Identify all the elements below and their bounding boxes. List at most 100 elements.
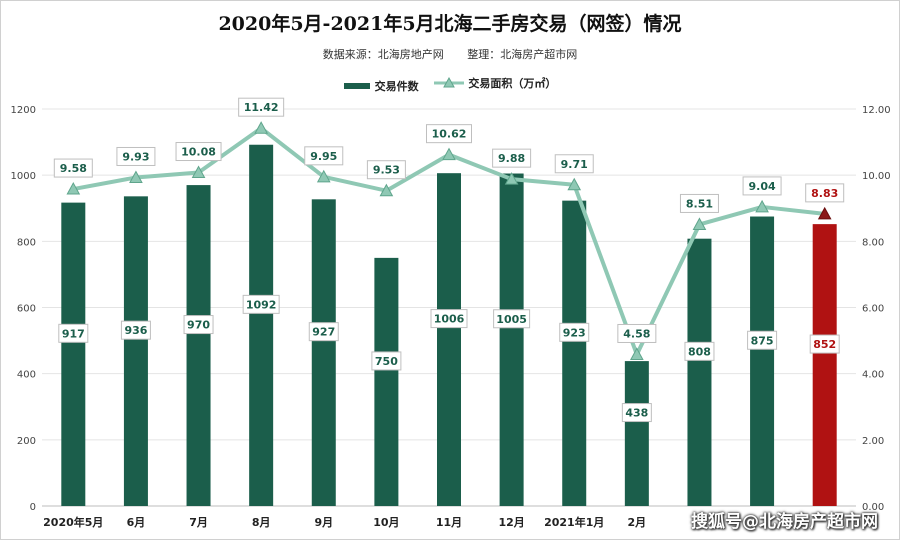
chart-subtitle: 数据来源：北海房地产网 整理：北海房产超市网 <box>0 46 900 62</box>
bar <box>186 185 211 506</box>
line-point <box>316 169 331 183</box>
bar-label-box <box>242 294 280 314</box>
line-label-box <box>679 193 719 213</box>
x-tick-label: 2021年1月 <box>544 515 604 529</box>
y-left-tick-label: 0 <box>30 502 36 513</box>
line-point <box>66 182 81 195</box>
bar-label-box <box>183 315 214 335</box>
bar-data-label: 917 <box>62 327 85 340</box>
bar-data-label: 936 <box>124 324 147 337</box>
bar-data-label: 750 <box>375 355 398 368</box>
watermark-text: 搜狐号@北海房产超市网 <box>691 512 878 532</box>
bar <box>123 196 148 506</box>
y-left-tick-label: 800 <box>17 237 36 248</box>
line-label-box <box>617 323 657 343</box>
source-note: 数据来源：北海房地产网 <box>322 48 444 61</box>
line-data-label: 9.88 <box>498 152 525 165</box>
legend-label-line: 交易面积（万㎡） <box>468 77 557 90</box>
line-data-label: 9.71 <box>561 158 588 171</box>
bar <box>812 224 837 506</box>
bar <box>311 199 336 506</box>
y-right-tick-label: 4.00 <box>862 370 884 381</box>
bar-data-label: 808 <box>688 345 711 358</box>
bar-label-box <box>430 309 468 329</box>
legend-item-line: 交易面积（万㎡） <box>434 75 556 91</box>
line-label-box <box>53 158 93 178</box>
line-label-box <box>742 176 782 196</box>
line-data-label: 8.83 <box>811 187 838 200</box>
line-label-box <box>304 146 344 166</box>
bar-label-box <box>120 320 151 340</box>
y-left-tick-label: 1200 <box>11 105 36 116</box>
line-point <box>379 183 394 197</box>
y-right-tick-label: 12.00 <box>862 105 891 116</box>
line-data-label: 9.58 <box>60 162 87 175</box>
line-point <box>755 199 769 213</box>
y-left-tick-label: 200 <box>17 436 36 447</box>
bar-label-box <box>747 330 778 350</box>
line-label-box <box>554 154 594 174</box>
legend-item-bars: 交易件数 <box>343 78 419 94</box>
x-tick-label: 8月 <box>252 516 271 529</box>
x-tick-label: 11月 <box>436 516 462 529</box>
bar-label-box <box>371 351 402 371</box>
bar-data-label: 852 <box>813 338 836 351</box>
chart-title: 2020年5月-2021年5月北海二手房交易（网签）情况 <box>218 13 682 35</box>
bar-label-box <box>621 403 652 423</box>
bar-data-label: 970 <box>187 319 210 332</box>
line-data-label: 9.93 <box>122 150 149 163</box>
x-tick-label: 2020年5月 <box>43 515 103 529</box>
bar-data-label: 438 <box>625 407 648 420</box>
line-label-box <box>492 148 532 168</box>
line-data-label: 9.95 <box>310 150 337 163</box>
bar <box>249 144 274 507</box>
line-point <box>692 217 707 230</box>
line-data-label: 9.04 <box>749 180 776 193</box>
line-data-label: 10.08 <box>181 146 216 159</box>
line-data-label: 8.51 <box>686 197 713 210</box>
bar-label-box <box>684 341 715 361</box>
bar-label-box <box>308 322 339 342</box>
line-data-label: 4.58 <box>623 327 650 340</box>
bar-label-box <box>58 323 89 343</box>
line-data-label: 9.53 <box>373 164 400 177</box>
line-label-box <box>116 146 156 166</box>
bar <box>562 200 587 506</box>
y-right-tick-label: 0.00 <box>862 502 884 513</box>
line-point <box>504 172 519 185</box>
line-label-box <box>175 142 222 162</box>
bar-label-box <box>559 322 590 342</box>
line-data-label: 11.42 <box>244 101 279 114</box>
line-point <box>442 147 456 161</box>
line-data-label: 10.62 <box>432 128 467 141</box>
bar <box>624 361 649 506</box>
line-point <box>817 206 832 220</box>
bar-label-box <box>493 309 531 329</box>
x-tick-label: 2月 <box>628 516 647 529</box>
line-point <box>191 165 206 179</box>
x-tick-label: 12月 <box>498 516 524 529</box>
legend-label-bars: 交易件数 <box>374 80 419 93</box>
bar <box>61 202 86 506</box>
line-point <box>630 347 644 360</box>
y-left-tick-label: 1000 <box>11 171 36 182</box>
line-point <box>129 170 143 183</box>
bar <box>687 238 712 507</box>
x-tick-label: 10月 <box>373 516 399 529</box>
bar-data-label: 927 <box>312 326 335 339</box>
y-left-tick-label: 400 <box>17 370 36 381</box>
compiler-note: 整理：北海房产超市网 <box>467 48 578 61</box>
bar-data-label: 923 <box>563 326 586 339</box>
bar-data-label: 1006 <box>434 313 465 326</box>
bar <box>499 173 524 506</box>
line-label-box <box>366 160 406 180</box>
line-point <box>254 121 268 134</box>
y-right-tick-label: 8.00 <box>862 237 884 248</box>
y-left-tick-label: 600 <box>17 304 36 315</box>
bar <box>374 257 399 506</box>
y-right-tick-label: 2.00 <box>862 436 884 447</box>
legend-line-swatch <box>434 77 465 88</box>
x-tick-label: 7月 <box>189 516 208 529</box>
bar-data-label: 1092 <box>246 298 277 311</box>
